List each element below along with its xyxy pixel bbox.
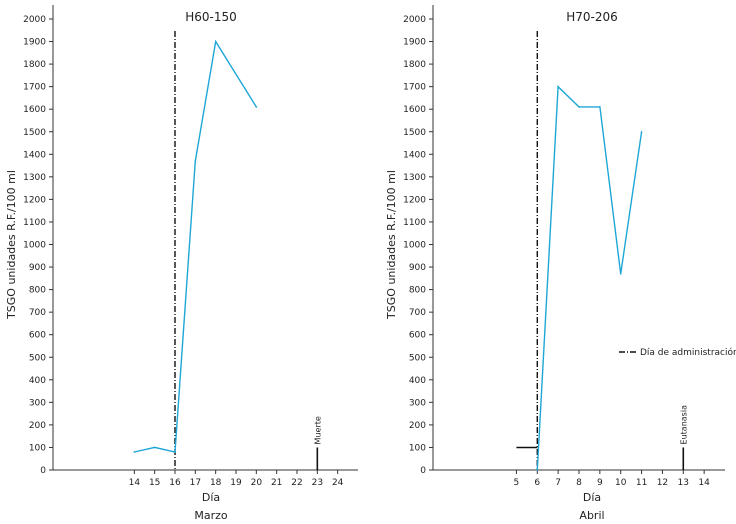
- x-tick-label: 22: [291, 478, 302, 488]
- y-tick-label: 1400: [23, 150, 46, 160]
- y-tick-label: 1500: [23, 128, 46, 138]
- x-tick-label: 17: [190, 478, 201, 488]
- y-axis-label: TSGO unidades R.F./100 ml: [385, 170, 398, 320]
- x-tick-label: 21: [271, 478, 282, 488]
- chart-panel-h60-150: 0 100 200 300 400 500 600 700 800 900 1000 1100 1200…: [5, 5, 358, 522]
- y-tick-label: 1300: [403, 173, 426, 183]
- x-tick-label: 5: [514, 478, 520, 488]
- y-tick-label: 400: [29, 376, 46, 386]
- y-tick-label: 1900: [403, 38, 426, 48]
- y-tick-label: 300: [29, 398, 46, 408]
- data-point: [174, 451, 176, 453]
- y-tick-label: 1800: [403, 60, 426, 70]
- y-tick-label: 600: [29, 331, 46, 341]
- x-tick-label: 20: [251, 478, 263, 488]
- y-tick-label: 600: [409, 331, 426, 341]
- x-tick-label: 12: [657, 478, 668, 488]
- x-tick-label: 18: [210, 478, 222, 488]
- x-tick-label: 24: [332, 478, 344, 488]
- x-tick-label: 15: [149, 478, 160, 488]
- data-point: [536, 469, 539, 471]
- chart-title: H70-206: [566, 10, 618, 24]
- chart-panel-h70-206: 0 100 200 300 400 500 600 700 800 900 1000 1100 1200…: [385, 5, 736, 522]
- y-tick-label: 200: [29, 421, 46, 431]
- x-tick-label: 7: [555, 478, 561, 488]
- y-tick-label: 1400: [403, 150, 426, 160]
- y-tick-label: 1100: [23, 218, 46, 228]
- y-axis-label: TSGO unidades R.F./100 ml: [5, 170, 18, 320]
- data-point: [578, 106, 580, 108]
- y-tick-label: 1700: [23, 83, 46, 93]
- y-tick-label: 300: [409, 398, 426, 408]
- y-tick-label: 900: [409, 263, 426, 273]
- x-tick-label: 6: [534, 478, 540, 488]
- data-point: [619, 273, 622, 275]
- month-label: Abril: [579, 509, 604, 522]
- event-label: Eutanasia: [679, 405, 688, 445]
- y-tick-label: 2000: [23, 15, 46, 25]
- y-tick-label: 1600: [403, 105, 426, 115]
- y-tick-label: 1200: [23, 195, 46, 205]
- x-tick-label: 16: [169, 478, 181, 488]
- data-point: [599, 106, 601, 108]
- chart-title: H60-150: [185, 10, 237, 24]
- event-label: Muerte: [313, 416, 322, 444]
- data-point: [133, 451, 136, 453]
- y-tick-label: 1900: [23, 38, 46, 48]
- data-point: [194, 160, 197, 162]
- y-tick-label: 700: [409, 308, 426, 318]
- y-tick-label: 700: [29, 308, 46, 318]
- month-label: Marzo: [194, 509, 228, 522]
- y-tick-label: 200: [409, 421, 426, 431]
- y-tick-label: 1000: [23, 241, 46, 251]
- y-tick-label: 1300: [23, 173, 46, 183]
- x-axis-label: Día: [202, 491, 220, 504]
- data-point: [153, 446, 156, 449]
- y-tick-label: 0: [420, 466, 426, 476]
- y-tick-label: 100: [409, 443, 426, 453]
- y-tick-label: 0: [40, 466, 46, 476]
- x-tick-label: 19: [230, 478, 242, 488]
- data-point: [557, 85, 559, 88]
- y-tick-label: 100: [29, 443, 46, 453]
- x-tick-label: 11: [636, 478, 647, 488]
- x-axis-label: Día: [583, 491, 601, 504]
- data-point: [640, 130, 643, 133]
- y-tick-label: 800: [29, 286, 46, 296]
- y-tick-label: 400: [409, 376, 426, 386]
- x-tick-label: 9: [597, 478, 603, 488]
- x-tick-label: 14: [698, 478, 710, 488]
- y-tick-label: 500: [409, 353, 426, 363]
- legend-label: Día de administración: [640, 347, 736, 358]
- y-tick-label: 1200: [403, 195, 426, 205]
- y-tick-label: 900: [29, 263, 46, 273]
- y-tick-label: 1700: [403, 83, 426, 93]
- y-tick-label: 2000: [403, 15, 426, 25]
- y-tick-label: 1800: [23, 60, 46, 70]
- data-point: [214, 40, 217, 43]
- series-line: [536, 85, 643, 471]
- y-tick-label: 1000: [403, 241, 426, 251]
- data-point: [255, 106, 258, 108]
- y-tick-label: 1100: [403, 218, 426, 228]
- x-tick-label: 8: [576, 478, 582, 488]
- series-line: [134, 39, 257, 453]
- x-tick-label: 13: [678, 478, 689, 488]
- y-tick-label: 1500: [403, 128, 426, 138]
- x-tick-label: 14: [129, 478, 141, 488]
- y-tick-label: 800: [409, 286, 426, 296]
- x-tick-label: 23: [312, 478, 323, 488]
- y-tick-label: 1600: [23, 105, 46, 115]
- y-tick-label: 500: [29, 353, 46, 363]
- x-tick-label: 10: [615, 478, 627, 488]
